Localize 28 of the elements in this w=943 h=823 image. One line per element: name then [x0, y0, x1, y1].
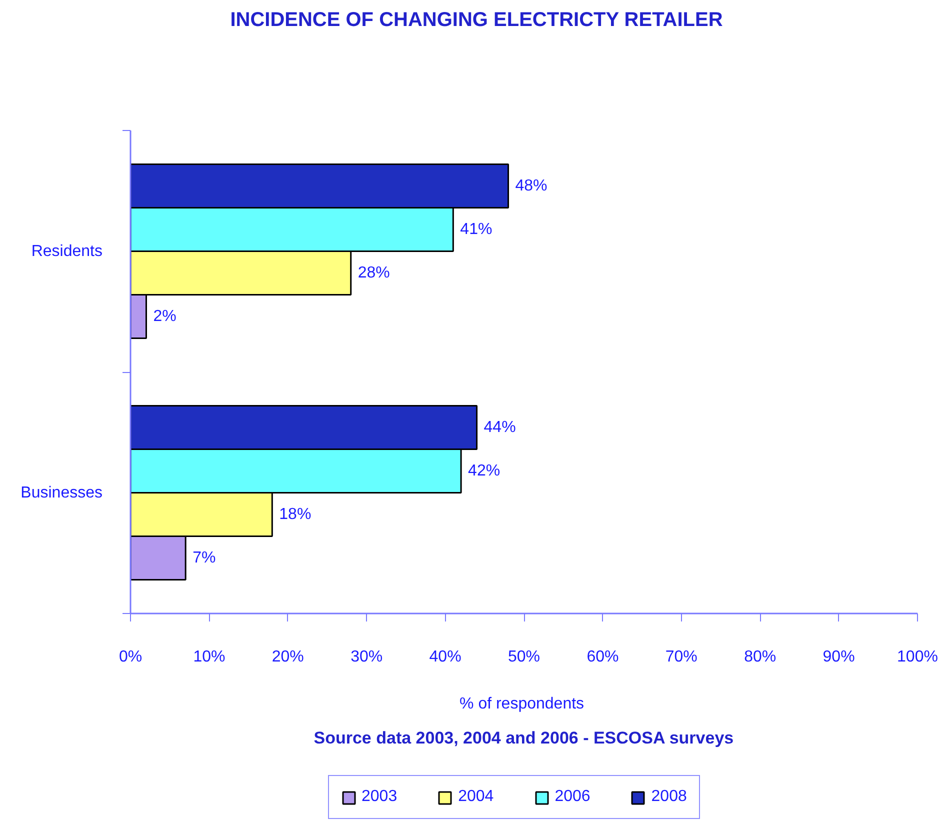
- y-tick-label: Businesses: [20, 484, 103, 502]
- x-axis-title: % of respondents: [460, 696, 584, 712]
- x-tick-label: 60%: [586, 648, 619, 666]
- legend-label: 2004: [458, 788, 494, 806]
- source-note: Source data 2003, 2004 and 2006 - ESCOSA surveys: [314, 728, 734, 748]
- legend-label: 2008: [651, 788, 687, 806]
- data-label: 42%: [468, 462, 500, 480]
- legend-label: 2003: [362, 788, 398, 806]
- x-tick-label: 80%: [744, 648, 776, 666]
- data-label: 18%: [279, 506, 312, 523]
- data-label: 2%: [153, 308, 176, 325]
- data-label: 7%: [192, 549, 216, 566]
- x-tick-label: 90%: [822, 648, 855, 666]
- x-tick-label: 10%: [193, 648, 226, 666]
- x-tick-label: 30%: [350, 648, 383, 666]
- data-label: 48%: [515, 178, 548, 195]
- x-tick-label: 0%: [118, 648, 142, 666]
- x-tick-label: 20%: [272, 648, 304, 666]
- chart-title: INCIDENCE OF CHANGING ELECTRICTY RETAILER: [230, 8, 723, 33]
- y-tick-label: Residents: [31, 242, 103, 260]
- x-tick-label: 100%: [897, 648, 938, 666]
- legend-label: 2006: [554, 788, 590, 806]
- data-label: 44%: [484, 419, 516, 436]
- x-tick-label: 70%: [665, 648, 698, 666]
- data-label: 41%: [460, 221, 492, 238]
- x-tick-label: 50%: [508, 648, 540, 666]
- data-label: 28%: [358, 264, 390, 282]
- x-tick-label: 40%: [429, 648, 462, 666]
